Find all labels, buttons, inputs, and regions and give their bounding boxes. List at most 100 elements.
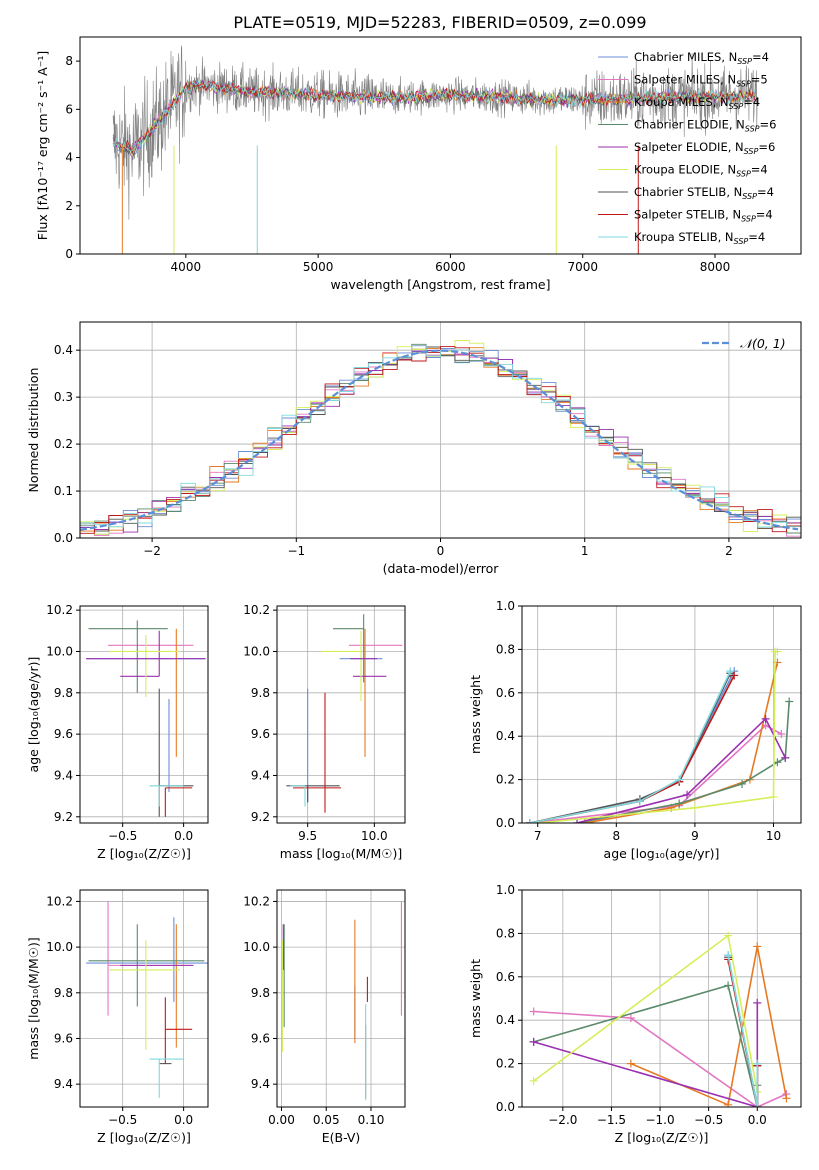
mass_weight_vs_age-ytick-label: 0.2 [496, 773, 515, 787]
spectrum-frame [79, 36, 802, 255]
mass_weight_vs_Z-ytick-label: 0.6 [496, 970, 515, 984]
mass_weight_vs_age-ytick-label: 0.6 [496, 686, 515, 700]
age_vs_Z-ytick-label: 9.4 [54, 768, 73, 782]
mass_vs_Z-panel: −0.5 0.0 9.4 9.6 9.8 10.0 10.2 Z [log₁₀(Z/Z☉)] m… [26, 889, 209, 1145]
mass_weight_vs_Z-marker-2-1 [724, 1100, 733, 1107]
mass_weight_vs_age-marker-3-5 [785, 697, 794, 706]
age_vs_Z-ytick-label: 9.6 [54, 727, 73, 741]
legend-label-0: Chabrier MILES, NSSP=4 [634, 50, 769, 66]
mass_weight_vs_Z-line-8 [727, 954, 759, 1107]
gaussian-legend-label: 𝒩(0, 1) [740, 336, 786, 351]
spectrum-xtick-label: 7000 [567, 260, 598, 274]
residuals-xtick-label: 1 [581, 544, 589, 558]
spectrum-ytick-label: 6 [65, 102, 73, 116]
mass_weight_vs_age-marker-3-2 [738, 779, 747, 788]
figure-title: PLATE=0519, MJD=52283, FIBERID=0509, z=0… [233, 13, 646, 32]
mass_weight_vs_Z-xtick-label: 0.0 [748, 1113, 767, 1127]
mass_weight_vs_age-marker-3-3 [773, 758, 782, 767]
mass_weight_vs_age-xtick-label: 7 [534, 829, 542, 843]
mass_vs_Z-ytick-label: 9.6 [54, 1031, 73, 1045]
mass_weight_vs_age-xlabel: age [log₁₀(age/yr)] [604, 846, 720, 861]
mass_weight_vs_Z-frame [521, 889, 802, 1108]
spectrum-xtick-label: 5000 [303, 260, 334, 274]
mass_vs_ebv-ytick-label: 9.6 [251, 1031, 270, 1045]
age_vs_Z-ytick-label: 10.0 [46, 644, 73, 658]
spectrum-ytick-label: 4 [65, 151, 73, 165]
mass_vs_Z-ytick-label: 9.8 [54, 986, 73, 1000]
mass_vs_Z-xtick-label: −0.5 [108, 1113, 137, 1127]
mass_vs_ebv-ytick-label: 9.4 [251, 1077, 270, 1091]
mass_weight_vs_Z-ytick-label: 0.2 [496, 1057, 515, 1071]
mass_vs_ebv-xlabel: E(B-V) [322, 1130, 361, 1145]
mass_weight_vs_age-marker-8-1 [635, 797, 644, 806]
mass_weight_vs_Z-marker-1-0 [529, 1007, 538, 1016]
mass_weight_vs_age-ytick-label: 1.0 [496, 599, 515, 613]
residuals-ytick-label: 0.2 [54, 437, 73, 451]
mass_weight_vs_Z-ytick-label: 0.0 [496, 1100, 515, 1114]
mass_weight_vs_age-ytick-label: 0.4 [496, 729, 515, 743]
residuals-ytick-label: 0.1 [54, 484, 73, 498]
mass_weight_vs_age-marker-5-2 [769, 792, 778, 801]
mass_weight_vs_Z-line-4 [533, 1002, 759, 1107]
mass_weight_vs_Z-marker-4-0 [529, 1037, 538, 1046]
mass_weight_vs_age-marker-8-2 [675, 775, 684, 784]
mass_weight_vs_age-ytick-label: 0.0 [496, 816, 515, 830]
age_vs_Z-frame [79, 605, 209, 824]
mass_weight_vs_age-marker-5-4 [773, 647, 782, 656]
age_vs_mass-ytick-label: 9.6 [251, 727, 270, 741]
mass_weight_vs_age-line-4 [576, 717, 787, 823]
residuals-xtick-label: 0 [437, 544, 445, 558]
mass_weight_vs_Z-marker-2-0 [626, 1059, 635, 1068]
mass_weight_vs_Z-marker-8-0 [724, 951, 733, 960]
legend-label-5: Kroupa ELODIE, NSSP=4 [634, 163, 768, 179]
mass_weight_vs_Z-marker-2-2 [753, 942, 762, 951]
legend-label-6: Chabrier STELIB, NSSP=4 [634, 185, 774, 201]
mass_weight_vs_Z-xlabel: Z [log₁₀(Z/Z☉)] [615, 1130, 709, 1145]
mass_weight_vs_Z-marker-3-1 [724, 981, 733, 990]
mass_weight_vs_Z-plot-area [529, 931, 791, 1107]
residuals-xtick-label: 2 [725, 544, 733, 558]
mass_vs_Z-ylabel: mass [log₁₀(M/M☉)] [26, 937, 41, 1059]
mass_vs_ebv-panel: 0.00 0.05 0.10 9.4 9.6 9.8 10.0 10.2 E(B-V) [243, 889, 406, 1145]
mass_weight_vs_Z-panel: −2.0 −1.5 −1.0 −0.5 0.0 0.0 0.2 0.4 0.6 0.8 1.0 Z [… [468, 883, 802, 1145]
residuals-ylabel: Normed distribution [26, 368, 41, 493]
mass_vs_Z-xtick-label: 0.0 [174, 1113, 193, 1127]
mass_weight_vs_age-marker-4-2 [761, 714, 770, 723]
mass_weight_vs_age-panel: 7 8 9 10 0.0 0.2 0.4 0.6 0.8 1.0 age [log₁₀(age/yr… [468, 599, 802, 861]
mass_weight_vs_age-ytick-label: 0.8 [496, 642, 515, 656]
mass_weight_vs_age-marker-8-3 [726, 667, 735, 676]
mass_vs_Z-ytick-label: 10.0 [46, 940, 73, 954]
mass_weight_vs_Z-xtick-label: −1.0 [645, 1113, 674, 1127]
observed-spectrum-line [112, 45, 758, 220]
legend-label-3: Chabrier ELODIE, NSSP=6 [634, 118, 776, 134]
age_vs_mass-xlabel: mass [log₁₀(M/M☉)] [280, 846, 402, 861]
residuals-xlabel: (data-model)/error [383, 561, 500, 576]
mass_vs_ebv-ytick-label: 10.0 [243, 940, 270, 954]
mass_weight_vs_age-line-8 [529, 670, 732, 823]
age_vs_mass-ytick-label: 9.4 [251, 768, 270, 782]
mass_weight_vs_age-marker-4-3 [781, 753, 790, 762]
mass_weight_vs_age-marker-1-3 [777, 730, 786, 739]
residuals-ytick-label: 0.0 [54, 531, 73, 545]
mass_vs_ebv-xtick-label: 0.00 [268, 1113, 295, 1127]
age_vs_mass-panel: 9.5 10.0 9.2 9.4 9.6 9.8 10.0 10.2 mass [log₁₀(M… [243, 603, 406, 861]
mass_weight_vs_Z-ytick-label: 0.8 [496, 926, 515, 940]
mass_vs_Z-ytick-label: 10.2 [46, 894, 73, 908]
mass_weight_vs_Z-marker-8-1 [753, 1103, 762, 1107]
mass_weight_vs_age-line-3 [576, 701, 790, 823]
mass_weight_vs_Z-marker-8-2 [753, 1059, 762, 1068]
histogram-step-8 [80, 345, 801, 538]
age_vs_mass-ytick-label: 10.2 [243, 603, 270, 617]
age_vs_Z-plot-area [86, 620, 206, 817]
mass_vs_ebv-xtick-label: 0.05 [313, 1113, 340, 1127]
age_vs_Z-ytick-label: 9.2 [54, 810, 73, 824]
age_vs_mass-ytick-label: 9.8 [251, 686, 270, 700]
residuals-plot-area [80, 340, 801, 538]
mass_weight_vs_age-marker-4-1 [683, 790, 692, 799]
residuals-panel: −2 −1 0 1 2 0.0 0.1 0.2 0.3 0.4 (data-model)/error… [26, 321, 802, 576]
mass_weight_vs_age-xtick-label: 10 [766, 829, 781, 843]
age_vs_Z-xlabel: Z [log₁₀(Z/Z☉)] [97, 846, 191, 861]
residuals-ytick-label: 0.3 [54, 390, 73, 404]
age_vs_mass-plot-area [286, 614, 403, 813]
